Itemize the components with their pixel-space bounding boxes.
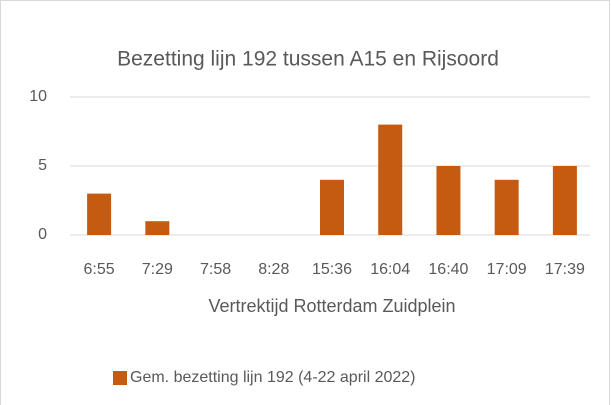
x-tick-label: 7:29 (142, 261, 173, 278)
bar (494, 179, 519, 235)
legend-label: Gem. bezetting lijn 192 (4-22 april 2022… (130, 369, 416, 386)
bar (436, 166, 461, 235)
x-tick-label: 15:36 (312, 261, 352, 278)
bar (378, 124, 403, 235)
x-tick-label: 7:58 (200, 261, 231, 278)
x-tick-label: 16:04 (370, 261, 410, 278)
chart-title: Bezetting lijn 192 tussen A15 en Rijsoor… (117, 48, 499, 71)
bar (320, 179, 344, 235)
bar (87, 193, 112, 235)
y-tick-label: 0 (38, 226, 47, 243)
bar (552, 166, 577, 235)
x-tick-label: 6:55 (84, 261, 115, 278)
y-tick-label: 5 (38, 157, 47, 174)
legend-swatch (113, 371, 127, 385)
bar (145, 221, 170, 235)
x-tick-label: 17:09 (487, 261, 527, 278)
x-tick-label: 8:28 (258, 261, 289, 278)
y-tick-label: 10 (29, 88, 47, 105)
x-tick-label: 17:39 (545, 261, 585, 278)
x-tick-label: 16:40 (428, 261, 468, 278)
x-axis-title: Vertrektijd Rotterdam Zuidplein (208, 296, 455, 316)
